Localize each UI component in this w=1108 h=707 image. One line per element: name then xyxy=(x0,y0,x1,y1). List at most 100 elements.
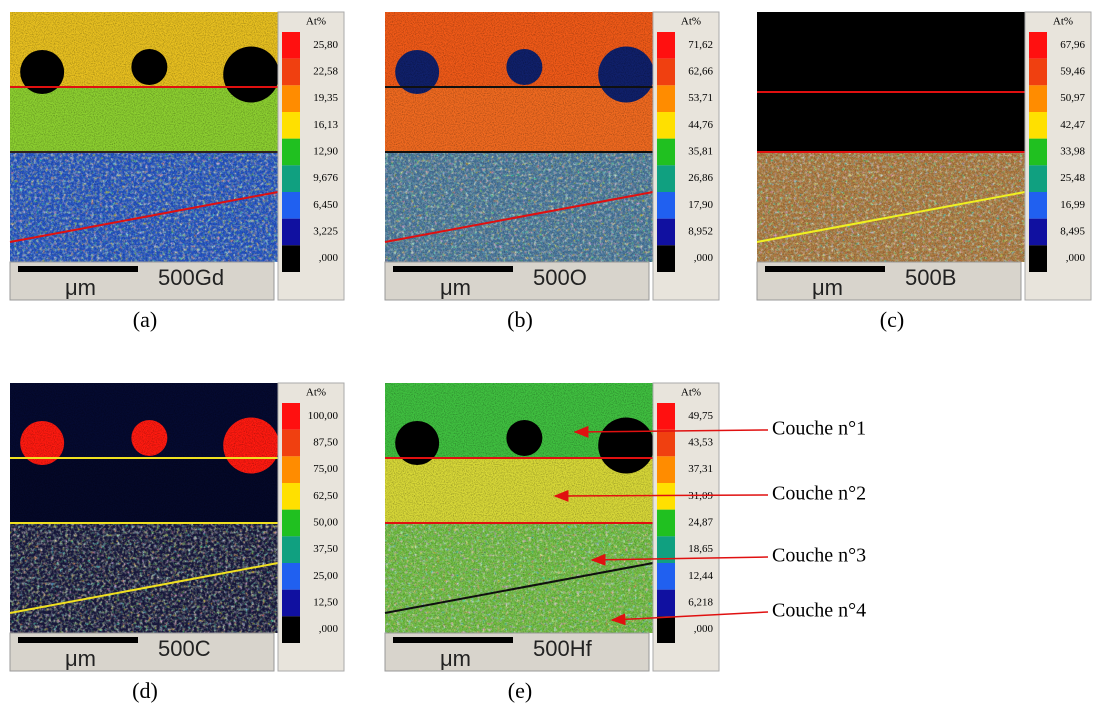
colorbar-label: 12,50 xyxy=(313,597,338,609)
colorbar-label: 17,90 xyxy=(688,199,713,211)
colorbar-header: At% xyxy=(306,16,326,28)
colorbar-swatch xyxy=(282,429,300,457)
colorbar-swatch xyxy=(282,245,300,272)
colorbar-swatch xyxy=(657,245,675,272)
colorbar-label: 33,98 xyxy=(1060,146,1085,158)
colorbar-header: At% xyxy=(306,387,326,399)
map-panel: μm 500O At% 71,62 62,66 53,71 44,76 35,81 26,86 1… xyxy=(384,11,720,332)
colorbar-swatch xyxy=(657,32,675,59)
map-noise xyxy=(385,12,653,262)
scale-bar xyxy=(393,266,513,272)
map-noise xyxy=(385,383,653,633)
map-noise xyxy=(10,12,278,262)
annotation-label: Couche n°4 xyxy=(772,600,866,622)
scale-unit: μm xyxy=(65,646,96,671)
colorbar-label: 22,58 xyxy=(313,66,338,78)
colorbar-swatch xyxy=(1029,192,1047,219)
layer-line xyxy=(9,191,279,243)
colorbar-label: 35,81 xyxy=(688,146,713,158)
colorbar-swatch xyxy=(1029,138,1047,166)
colorbar-label: 53,71 xyxy=(688,92,713,104)
colorbar-swatch xyxy=(657,112,675,139)
scale-unit: μm xyxy=(440,646,471,671)
scale-label: 500Hf xyxy=(533,636,593,661)
colorbar-swatch xyxy=(282,456,300,483)
colorbar-swatch xyxy=(657,589,675,617)
colorbar-swatch xyxy=(657,616,675,643)
scale-bar xyxy=(393,637,513,643)
colorbar-label: 50,00 xyxy=(313,517,338,529)
colorbar-label: 75,00 xyxy=(313,463,338,475)
colorbar-label: 12,44 xyxy=(688,570,713,582)
colorbar-label: 3,225 xyxy=(313,226,338,238)
colorbar-swatch xyxy=(1029,245,1047,272)
annotation-arrow xyxy=(553,489,769,502)
layer-line xyxy=(384,191,654,243)
colorbar-swatch xyxy=(282,563,300,590)
colorbar-label: 67,96 xyxy=(1060,39,1085,51)
colorbar-label: 50,97 xyxy=(1060,92,1085,104)
colorbar-swatch xyxy=(657,536,675,563)
colorbar-swatch xyxy=(657,429,675,457)
annotation-arrow xyxy=(610,611,769,626)
scale-bar xyxy=(18,266,138,272)
colorbar-label: 62,66 xyxy=(688,66,713,78)
colorbar-label: 18,65 xyxy=(688,543,713,555)
colorbar-swatch xyxy=(282,218,300,246)
colorbar-label: 43,53 xyxy=(688,437,713,449)
scale-unit: μm xyxy=(440,275,471,300)
colorbar-swatch xyxy=(282,112,300,139)
colorbar-swatch xyxy=(282,536,300,563)
map-panel: μm 500B At% 67,96 59,46 50,97 42,47 33,98 25,48 1… xyxy=(756,11,1092,332)
colorbar-swatch xyxy=(282,58,300,86)
panel-label: (b) xyxy=(507,307,533,332)
colorbar-label: 42,47 xyxy=(1060,119,1085,131)
annotation-arrow xyxy=(590,553,769,566)
panel-label: (a) xyxy=(133,307,157,332)
colorbar-label: 12,90 xyxy=(313,146,338,158)
scale-bar xyxy=(765,266,885,272)
annotation-label: Couche n°2 xyxy=(772,483,866,505)
colorbar-label: 25,48 xyxy=(1060,172,1085,184)
colorbar-label: ,000 xyxy=(319,623,339,635)
colorbar-swatch xyxy=(657,165,675,192)
layer-line xyxy=(756,191,1026,243)
colorbar-swatch xyxy=(657,85,675,112)
panel-label: (d) xyxy=(132,678,158,703)
colorbar-swatch xyxy=(657,403,675,430)
scale-label: 500O xyxy=(533,265,587,290)
colorbar-label: 16,13 xyxy=(313,119,338,131)
map-noise xyxy=(757,12,1025,262)
panel-label: (e) xyxy=(508,678,532,703)
panel-label: (c) xyxy=(880,307,904,332)
colorbar-header: At% xyxy=(681,387,701,399)
colorbar-label: 8,495 xyxy=(1060,226,1085,238)
colorbar-label: 25,00 xyxy=(313,570,338,582)
colorbar-swatch xyxy=(282,616,300,643)
colorbar-label: 44,76 xyxy=(688,119,713,131)
colorbar-label: ,000 xyxy=(694,623,714,635)
colorbar-swatch xyxy=(282,509,300,537)
colorbar-label: 25,80 xyxy=(313,39,338,51)
scale-unit: μm xyxy=(812,275,843,300)
colorbar-swatch xyxy=(282,165,300,192)
colorbar-label: ,000 xyxy=(319,252,339,264)
colorbar-label: 16,99 xyxy=(1060,199,1085,211)
colorbar-label: 71,62 xyxy=(688,39,713,51)
scale-label: 500B xyxy=(905,265,956,290)
layer-line xyxy=(9,562,279,614)
colorbar-swatch xyxy=(1029,165,1047,192)
colorbar-swatch xyxy=(282,85,300,112)
colorbar-label: 26,86 xyxy=(688,172,713,184)
scale-bar xyxy=(18,637,138,643)
map-noise xyxy=(10,383,278,633)
annotation-label: Couche n°1 xyxy=(772,418,866,440)
colorbar-swatch xyxy=(282,403,300,430)
scale-label: 500Gd xyxy=(158,265,224,290)
colorbar-swatch xyxy=(657,192,675,219)
colorbar-swatch xyxy=(657,138,675,166)
colorbar-label: 8,952 xyxy=(688,226,713,238)
scale-label: 500C xyxy=(158,636,211,661)
annotation-arrow xyxy=(573,425,769,438)
